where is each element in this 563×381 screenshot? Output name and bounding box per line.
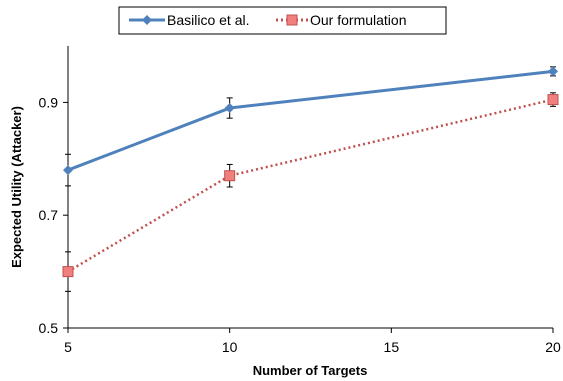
- series-our-formulation: [62, 92, 559, 292]
- x-ticks: 5 10 15 20: [64, 328, 561, 355]
- y-axis-title: Expected Utility (Attacker): [9, 106, 24, 268]
- x-tick-label: 5: [64, 339, 72, 355]
- axes: [67, 46, 553, 329]
- x-tick-label: 10: [222, 339, 238, 355]
- data-point-basilico-et-al: [63, 165, 73, 176]
- series-basilico-et-al: [63, 66, 558, 187]
- x-tick-label: 20: [545, 339, 561, 355]
- legend-item-basilico: Basilico et al.: [129, 12, 249, 28]
- y-tick-label: 0.7: [39, 207, 59, 223]
- y-tick-label: 0.9: [39, 94, 59, 110]
- x-tick-label: 15: [384, 339, 400, 355]
- data-point-basilico-et-al: [224, 103, 235, 114]
- y-ticks: 0.5 0.7 0.9: [39, 94, 68, 336]
- x-axis-title: Number of Targets: [253, 363, 368, 378]
- legend-label-our-formulation: Our formulation: [310, 12, 406, 28]
- legend-item-our-formulation: Our formulation: [276, 12, 406, 28]
- legend-marker-basilico: [142, 15, 152, 25]
- legend-label-basilico: Basilico et al.: [167, 12, 249, 28]
- data-point-our-formulation: [547, 94, 559, 106]
- data-point-our-formulation: [62, 266, 74, 278]
- y-tick-label: 0.5: [39, 320, 59, 336]
- series-line-our-formulation: [67, 98, 554, 273]
- legend-marker-our-formulation: [286, 14, 298, 26]
- data-point-basilico-et-al: [548, 66, 558, 77]
- plot-area: [62, 66, 559, 292]
- series-line-basilico-et-al: [67, 69, 554, 172]
- data-point-our-formulation: [224, 170, 236, 182]
- legend: Basilico et al. Our formulation: [118, 6, 447, 35]
